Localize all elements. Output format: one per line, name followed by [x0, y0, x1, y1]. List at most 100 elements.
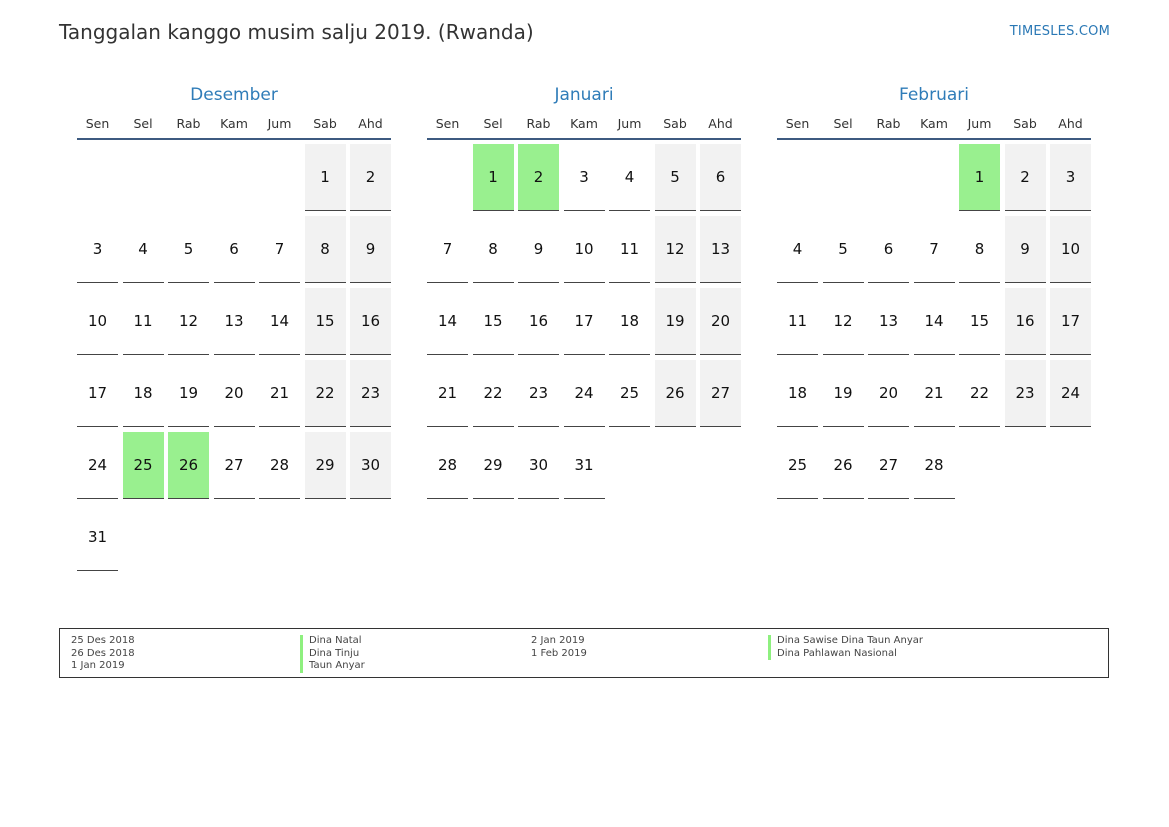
month-name: Januari — [554, 85, 614, 105]
day-cell-holiday: 25 — [122, 432, 164, 499]
weekday-label: Rab — [176, 116, 201, 131]
day-cell: 25 — [609, 360, 650, 427]
legend-holiday-name: Dina Pahlawan Nasional — [768, 647, 923, 660]
day-cell: 7 — [259, 216, 300, 283]
weekday-header: Sen Sel Rab Kam Jum Sab Ahd — [777, 116, 1091, 140]
day-cell: 10 — [563, 216, 605, 283]
weekday-label: Jum — [617, 116, 642, 131]
empty-cell — [914, 144, 955, 211]
day-cell: 11 — [777, 288, 818, 355]
day-cell: 12 — [168, 288, 209, 355]
weekday-label: Ahd — [1058, 116, 1083, 131]
legend-dates-column-2: 2 Jan 2019 1 Feb 2019 — [531, 635, 587, 660]
day-cell: 28 — [427, 432, 468, 499]
weekday-label: Kam — [920, 116, 948, 131]
day-cell: 17 — [563, 288, 605, 355]
day-cell: 23 — [350, 360, 391, 427]
day-cell: 21 — [913, 360, 955, 427]
day-cell: 5 — [822, 216, 864, 283]
day-cell: 12 — [822, 288, 864, 355]
day-cell: 11 — [609, 216, 650, 283]
day-cell: 19 — [654, 288, 696, 355]
day-cell: 30 — [518, 432, 559, 499]
weekday-label: Kam — [220, 116, 248, 131]
day-cell: 4 — [777, 216, 818, 283]
empty-cell — [168, 144, 209, 211]
day-cell: 31 — [77, 504, 118, 571]
empty-cell — [123, 144, 164, 211]
day-cell: 15 — [472, 288, 514, 355]
day-cell: 17 — [77, 360, 118, 427]
day-cell-holiday: 1 — [959, 144, 1000, 211]
day-cell: 9 — [1004, 216, 1046, 283]
weekday-label: Rab — [526, 116, 551, 131]
day-cell: 22 — [304, 360, 346, 427]
day-cell: 14 — [427, 288, 468, 355]
weekday-label: Ahd — [358, 116, 383, 131]
day-cell: 20 — [868, 360, 909, 427]
legend-holiday-name: Dina Natal — [300, 635, 365, 648]
day-cell: 30 — [350, 432, 391, 499]
day-cell: 20 — [700, 288, 741, 355]
day-cell: 5 — [168, 216, 209, 283]
day-cell: 23 — [518, 360, 559, 427]
day-cell: 7 — [427, 216, 468, 283]
day-cell: 19 — [822, 360, 864, 427]
day-cell: 2 — [1004, 144, 1046, 211]
day-cell: 23 — [1004, 360, 1046, 427]
weekday-label: Rab — [876, 116, 901, 131]
legend-names-column-1: Dina Natal Dina Tinju Taun Anyar — [300, 635, 365, 673]
day-cell: 4 — [122, 216, 164, 283]
day-cell: 27 — [213, 432, 255, 499]
day-cell: 29 — [304, 432, 346, 499]
day-cell: 18 — [122, 360, 164, 427]
weekday-label: Sel — [133, 116, 153, 131]
day-cell: 10 — [1050, 216, 1091, 283]
day-cell: 19 — [168, 360, 209, 427]
day-cell: 3 — [1050, 144, 1091, 211]
empty-cell — [427, 144, 468, 211]
legend-date: 1 Jan 2019 — [71, 660, 125, 671]
empty-cell — [823, 144, 864, 211]
legend-holiday-name: Dina Tinju — [300, 647, 365, 660]
weekday-label: Jum — [967, 116, 992, 131]
day-cell-holiday: 26 — [168, 432, 209, 499]
day-cell: 24 — [563, 360, 605, 427]
weekday-label: Ahd — [708, 116, 733, 131]
empty-cell — [868, 144, 909, 211]
day-cell: 10 — [77, 288, 118, 355]
day-cell: 22 — [959, 360, 1000, 427]
weekday-label: Sab — [1013, 116, 1037, 131]
day-cell-holiday: 1 — [472, 144, 514, 211]
day-cell: 20 — [213, 360, 255, 427]
day-cell: 13 — [700, 216, 741, 283]
legend-date: 1 Feb 2019 — [531, 647, 587, 659]
day-cell: 8 — [959, 216, 1000, 283]
day-cell: 14 — [259, 288, 300, 355]
legend-date: 2 Jan 2019 — [531, 635, 585, 646]
day-cell: 26 — [822, 432, 864, 499]
day-cell-holiday: 2 — [518, 144, 559, 211]
site-link[interactable]: TIMESLES.COM — [1009, 24, 1110, 39]
day-cell: 3 — [563, 144, 605, 211]
holiday-legend: 25 Des 2018 26 Des 2018 1 Jan 2019 Dina … — [59, 628, 1109, 678]
day-cell: 6 — [700, 144, 741, 211]
page-title: Tanggalan kanggo musim salju 2019. (Rwan… — [59, 20, 534, 44]
weekday-label: Sen — [85, 116, 110, 131]
legend-date: 26 Des 2018 — [71, 647, 135, 659]
day-cell: 8 — [304, 216, 346, 283]
day-cell: 8 — [472, 216, 514, 283]
weekday-label: Sel — [483, 116, 503, 131]
weekday-label: Sab — [663, 116, 687, 131]
day-cell: 21 — [427, 360, 468, 427]
day-cell: 7 — [913, 216, 955, 283]
day-cell: 28 — [913, 432, 955, 499]
day-cell: 14 — [913, 288, 955, 355]
day-cell: 18 — [609, 288, 650, 355]
empty-cell — [214, 144, 255, 211]
day-cell: 4 — [609, 144, 650, 211]
day-cell: 1 — [304, 144, 346, 211]
weekday-label: Sen — [435, 116, 460, 131]
day-cell: 15 — [304, 288, 346, 355]
